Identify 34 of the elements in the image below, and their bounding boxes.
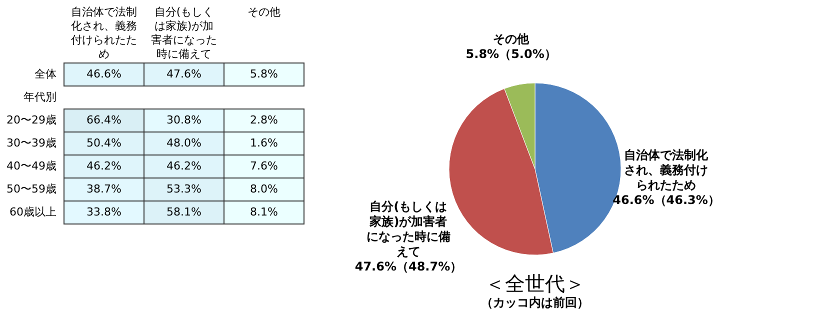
slice-label: 自分(もしくは家族)が加害者になった時に備えて (366, 200, 450, 259)
data-label: 38.7% (86, 182, 122, 196)
y-tick-label: 50〜59歳 (6, 182, 56, 196)
data-label: 30.8% (166, 114, 202, 126)
data-label: 46.2% (86, 160, 122, 172)
data-label: 1.6% (250, 136, 278, 150)
data-label: 7.6% (250, 160, 278, 172)
x-tick-label: 自分(もしくは家族)が加害者になった時に備えて (151, 6, 217, 60)
data-label: 5.8%（5.0%） (466, 47, 556, 62)
text: （カッコ内は前回） (481, 296, 589, 310)
text: ＜全世代＞ (485, 272, 585, 296)
y-tick-label: 60歳以上 (10, 206, 56, 218)
slice-label: 自治体で法制化され、義務付けられたため (624, 148, 710, 192)
y-tick-label: 年代別 (24, 90, 56, 104)
data-label: 50.4% (86, 136, 122, 150)
data-label: 8.1% (250, 206, 278, 218)
data-label: 48.0% (166, 136, 202, 150)
data-label: 8.0% (250, 182, 278, 196)
y-tick-label: 40〜49歳 (6, 160, 56, 172)
data-label: 33.8% (86, 206, 122, 218)
x-tick-label: 自治体で法制化され、義務付けられたため (71, 6, 137, 60)
data-label: 47.6%（48.7%） (354, 260, 462, 274)
y-tick-label: 全体 (34, 68, 56, 80)
data-label: 5.8% (250, 68, 278, 80)
data-label: 58.1% (166, 206, 202, 218)
data-label: 47.6% (166, 68, 202, 80)
data-label: 46.6% (86, 68, 122, 80)
data-label: 2.8% (250, 114, 278, 126)
data-label: 46.2% (166, 160, 202, 172)
y-tick-label: 20〜29歳 (6, 114, 56, 126)
data-label: 53.3% (166, 182, 202, 196)
data-label: 66.4% (86, 114, 122, 126)
x-tick-label: その他 (248, 6, 280, 18)
y-tick-label: 30〜39歳 (6, 136, 56, 150)
